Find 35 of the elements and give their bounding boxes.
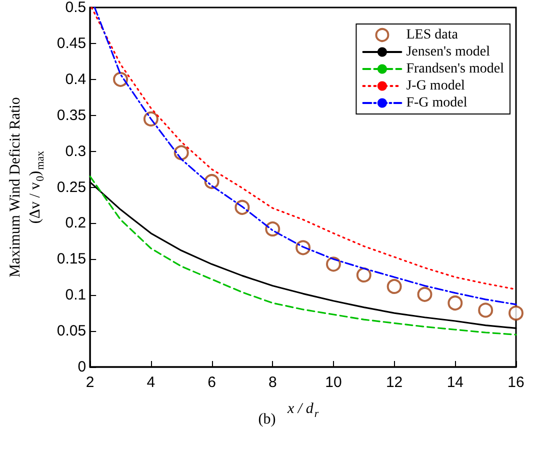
x-tick-label: 14 [446,374,464,391]
point [386,278,402,294]
y-tick-label: 0.2 [65,214,86,232]
y-tick-label: 0.35 [56,106,86,124]
point [508,306,524,321]
y-tick-label: 0.25 [56,178,86,196]
x-tick-label: 2 [86,374,94,391]
y-tick-label: 0 [78,358,86,376]
point [356,267,372,282]
y-tick-label: 0.05 [56,322,86,340]
x-tick-label: 8 [268,374,277,391]
point [113,72,128,87]
y-tick-label: 0.45 [56,34,86,52]
x-tick-label: 10 [325,374,342,391]
x-tick-label: 16 [508,374,524,391]
y-tick-label: 0.3 [65,142,86,160]
legend-label: F-G model [406,96,468,110]
point [417,286,432,302]
x-tick-label: 6 [208,374,216,391]
x-tick-label: 12 [386,374,403,391]
y-tick-label: 0.1 [65,286,86,304]
legend-label: Frandsen's model [406,62,504,76]
y-tick-label: 0.5 [65,0,86,16]
point [448,296,463,311]
point [326,256,341,272]
point [478,302,494,318]
y-tick-label: 0.15 [56,250,86,268]
legend-label: Jensen's model [406,44,490,60]
point [174,145,189,160]
legend-label: J-G model [406,78,466,94]
text: (b) [258,412,276,428]
x-tick-label: 4 [146,374,156,391]
y-tick-label: 0.4 [65,70,86,88]
point [204,174,220,189]
legend-label: LES data [406,28,459,42]
